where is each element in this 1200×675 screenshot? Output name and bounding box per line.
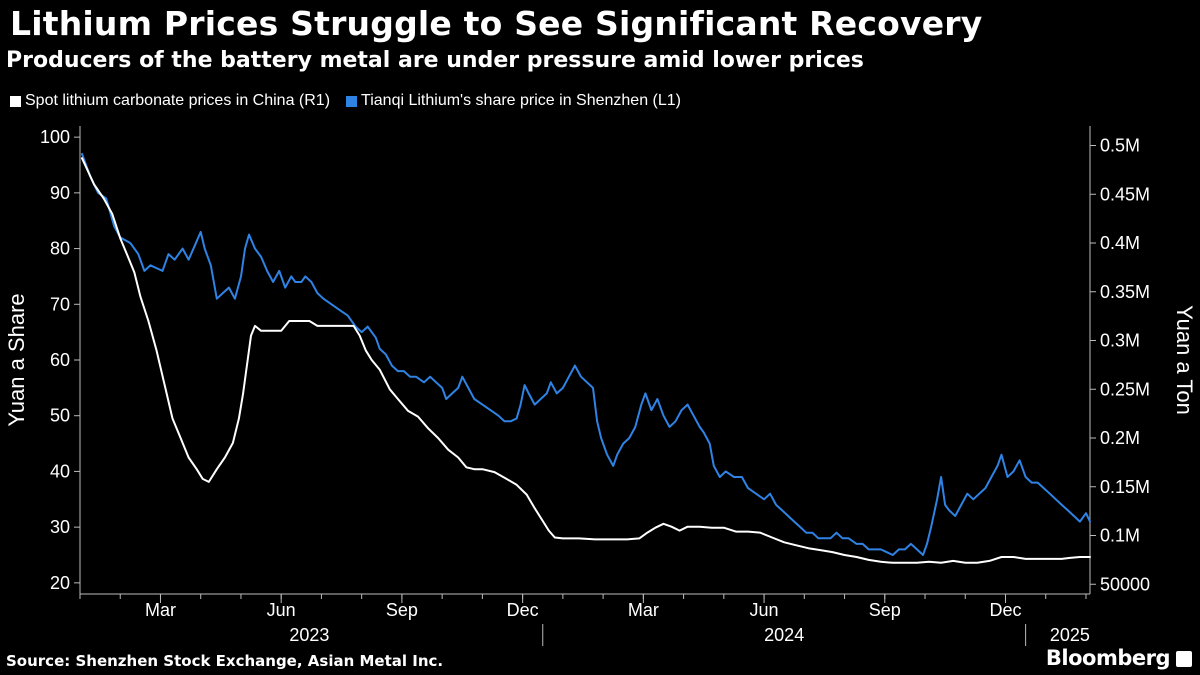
series-line-share-price	[81, 152, 1091, 556]
legend-swatch-share	[346, 95, 358, 107]
right-axis-title: Yuan a Ton	[1172, 305, 1197, 415]
x-month-label: Dec	[507, 600, 539, 620]
legend-item-share: Tianqi Lithium's share price in Shenzhen…	[346, 92, 681, 110]
x-month-label: Dec	[989, 600, 1021, 620]
legend: Spot lithium carbonate prices in China (…	[10, 92, 697, 110]
source-note: Source: Shenzhen Stock Exchange, Asian M…	[6, 652, 444, 670]
left-tick-label: 80	[50, 239, 70, 259]
right-tick-label: 0.5M	[1100, 136, 1140, 156]
right-tick-label: 0.35M	[1100, 282, 1150, 302]
x-year-label: 2024	[764, 625, 804, 645]
x-year-label: 2025	[1050, 625, 1090, 645]
x-month-label: Sep	[386, 600, 418, 620]
left-tick-label: 90	[50, 183, 70, 203]
x-month-label: Sep	[869, 600, 901, 620]
axes-layer	[74, 126, 1096, 646]
left-tick-label: 30	[50, 517, 70, 537]
right-tick-label: 0.25M	[1100, 379, 1150, 399]
label-layer: 20 30 40 50 60 70 80 90 100 50000 0.1M 0.15M 0.2M 0.2…	[4, 127, 1197, 645]
x-month-label: Jun	[750, 600, 779, 620]
bloomberg-logo: Bloomberg	[1045, 646, 1171, 670]
left-tick-label: 20	[50, 573, 70, 593]
series-line-lithium-price	[81, 157, 1091, 564]
left-axis-title: Yuan a Share	[4, 293, 29, 426]
right-tick-label: 0.4M	[1100, 233, 1140, 253]
right-tick-label: 0.1M	[1100, 526, 1140, 546]
x-month-label: Mar	[145, 600, 176, 620]
x-month-label: Mar	[628, 600, 659, 620]
right-tick-label: 0.2M	[1100, 428, 1140, 448]
chart-subtitle: Producers of the battery metal are under…	[6, 48, 864, 73]
x-year-label: 2023	[289, 625, 329, 645]
x-month-label: Jun	[267, 600, 296, 620]
bloomberg-terminal-icon	[1176, 651, 1192, 667]
left-tick-label: 100	[40, 127, 70, 147]
right-tick-label: 0.45M	[1100, 184, 1150, 204]
legend-swatch-lithium	[10, 95, 21, 107]
left-tick-label: 40	[50, 461, 70, 481]
series-layer	[81, 152, 1091, 564]
right-tick-label: 0.15M	[1100, 477, 1150, 497]
chart-title: Lithium Prices Struggle to See Significa…	[10, 4, 983, 43]
left-tick-label: 70	[50, 294, 70, 314]
right-tick-label: 50000	[1100, 574, 1150, 594]
legend-item-lithium: Spot lithium carbonate prices in China (…	[10, 92, 330, 110]
left-tick-label: 50	[50, 406, 70, 426]
right-tick-label: 0.3M	[1100, 331, 1140, 351]
left-tick-label: 60	[50, 350, 70, 370]
legend-label-lithium: Spot lithium carbonate prices in China (…	[25, 92, 331, 109]
legend-label-share: Tianqi Lithium's share price in Shenzhen…	[361, 92, 681, 109]
